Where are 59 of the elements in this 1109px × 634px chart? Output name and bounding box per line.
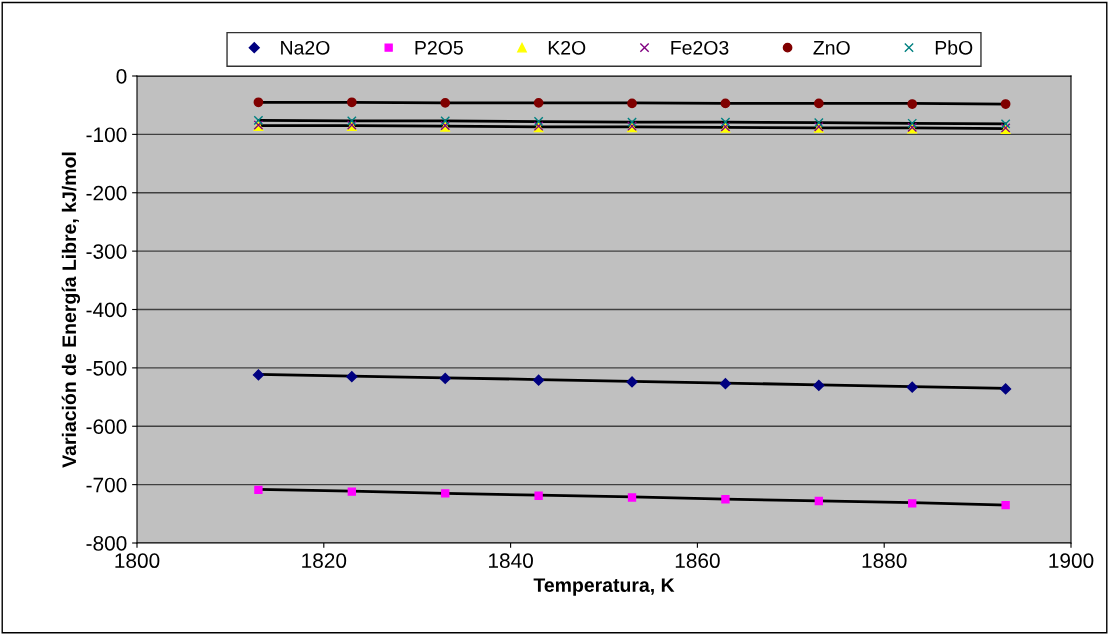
point	[813, 117, 824, 128]
legend-label: Fe2O3	[671, 40, 729, 55]
point	[346, 371, 358, 383]
point	[813, 98, 824, 109]
point	[627, 493, 637, 502]
point	[814, 496, 823, 506]
point	[720, 98, 731, 109]
point	[1000, 383, 1012, 395]
point	[254, 485, 263, 495]
point	[719, 378, 732, 390]
point	[626, 376, 638, 388]
y-tick-label: -600	[86, 419, 127, 434]
point	[440, 97, 451, 108]
legend-label: PbO	[935, 40, 973, 55]
legend-label: K2O	[548, 40, 586, 55]
point	[439, 372, 451, 384]
point	[534, 491, 543, 500]
point	[253, 115, 264, 126]
point	[720, 117, 731, 127]
point	[907, 118, 918, 129]
y-axis-title: Variación de Energía Libre, kJ/mol	[61, 152, 81, 468]
y-tick-label: -100	[86, 127, 127, 143]
point	[721, 495, 730, 504]
point	[252, 369, 265, 381]
y-tick-label: -400	[86, 302, 127, 318]
point	[907, 99, 918, 109]
x-tick-label: 1800	[115, 553, 160, 569]
x-tick-label: 1900	[1049, 553, 1094, 569]
y-tick-label: -800	[86, 536, 127, 551]
y-tick-label: -300	[86, 244, 127, 259]
x-tick-label: 1880	[862, 553, 907, 569]
point	[346, 97, 357, 108]
point	[253, 97, 264, 108]
y-tick-label: -700	[86, 477, 127, 493]
point	[346, 116, 357, 126]
x-tick-label: 1840	[489, 553, 533, 569]
point	[627, 117, 637, 127]
legend-label: Na2O	[281, 40, 330, 55]
point	[813, 379, 825, 391]
point	[440, 116, 451, 126]
point	[533, 374, 545, 386]
point	[1000, 99, 1011, 109]
y-tick-label: -500	[86, 360, 127, 376]
point	[1000, 119, 1011, 129]
point	[906, 381, 918, 393]
point	[533, 116, 544, 127]
point	[1001, 500, 1010, 510]
legend-label: ZnO	[813, 40, 850, 55]
point	[627, 98, 637, 109]
point	[441, 489, 450, 498]
x-tick-label: 1860	[675, 553, 720, 569]
point	[908, 499, 917, 508]
y-tick-label: -200	[86, 185, 127, 201]
x-axis-title: Temperatura, K	[533, 578, 675, 596]
point	[533, 97, 544, 108]
point	[347, 487, 356, 496]
y-tick-label: 0	[116, 69, 127, 84]
legend-label: P2O5	[415, 40, 463, 55]
x-tick-label: 1820	[302, 553, 347, 569]
